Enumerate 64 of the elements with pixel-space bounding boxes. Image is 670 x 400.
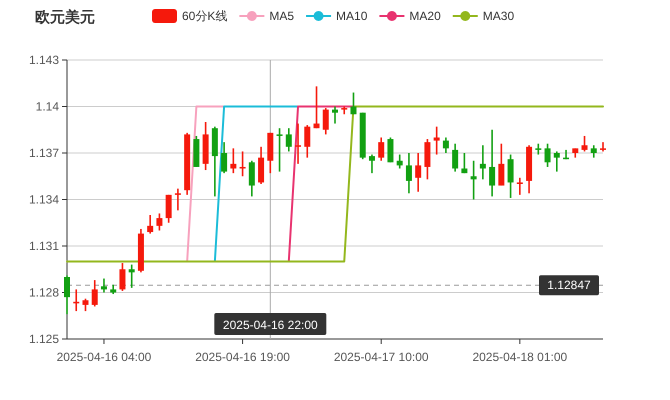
candlestick (470, 160, 477, 200)
candlestick (378, 136, 384, 162)
candlestick (452, 142, 458, 172)
x-tick-label: 2025-04-16 19:00 (195, 350, 290, 364)
candlestick (100, 278, 107, 294)
candlestick (415, 152, 422, 193)
candlestick (295, 122, 302, 165)
candlestick (600, 141, 606, 152)
candlestick (128, 264, 135, 289)
candlestick (221, 141, 228, 174)
candlestick (368, 154, 375, 174)
legend-label: MA10 (336, 9, 368, 23)
candlestick (582, 135, 588, 152)
candlestick (147, 214, 154, 234)
candlestick (82, 298, 88, 312)
candlestick (304, 124, 310, 158)
candlestick (276, 127, 283, 172)
candlestick (387, 136, 394, 164)
ref-line-label: 1.12847 (547, 278, 592, 292)
candlestick (535, 142, 542, 156)
y-tick-label: 1.131 (28, 239, 60, 253)
candlestick (119, 262, 126, 292)
candlestick (516, 177, 523, 196)
y-tick-label: 1.134 (28, 192, 60, 206)
candlestick (174, 188, 181, 212)
candlestick (461, 152, 468, 174)
candlestick (480, 144, 486, 180)
y-tick-label: 1.137 (28, 146, 60, 160)
candlestick (248, 160, 255, 198)
candlestick (434, 126, 440, 156)
candlestick (230, 148, 236, 174)
candlestick (166, 194, 172, 224)
candlestick (156, 212, 162, 232)
candlestick (498, 142, 504, 186)
x-tick-label: 2025-04-17 10:00 (334, 350, 429, 364)
legend-label: MA30 (482, 9, 514, 23)
candlestick (554, 150, 560, 172)
candlestick (110, 284, 116, 295)
candlestick (332, 106, 338, 124)
legend-label: MA5 (269, 9, 294, 23)
candlestick (92, 279, 98, 308)
candlestick (314, 86, 320, 129)
legend-label: 60分K线 (182, 9, 228, 23)
y-tick-label: 1.143 (28, 53, 60, 67)
y-tick-label: 1.128 (28, 286, 60, 300)
y-tick-label: 1.14 (36, 100, 60, 114)
candlestick (286, 127, 292, 152)
x-tick-label: 2025-04-18 01:00 (472, 350, 568, 364)
candlestick (322, 107, 329, 136)
y-tick-label: 1.125 (28, 332, 60, 346)
candlestick (240, 150, 246, 178)
candlestick (442, 136, 449, 154)
legend-label: MA20 (409, 9, 442, 23)
candlestick (73, 288, 80, 312)
candlestick (396, 154, 403, 170)
chart-title: 欧元美元 (35, 8, 95, 26)
candlestick (350, 92, 356, 116)
candlestick (590, 144, 597, 158)
candlestick (489, 128, 496, 198)
candlestick (406, 152, 412, 194)
candlestick (508, 154, 514, 199)
ref-line-label: 2025-04-16 22:00 (222, 318, 318, 332)
candlestick (544, 142, 551, 168)
x-tick-label: 2025-04-16 04:00 (56, 350, 152, 364)
